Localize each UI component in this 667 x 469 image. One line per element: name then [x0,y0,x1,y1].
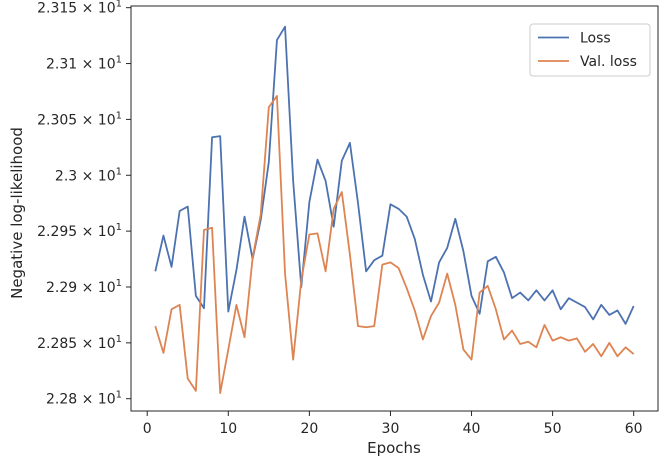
series-layer [154,25,635,395]
x-axis-label: Epochs [367,439,421,457]
x-axis: 0 10 20 30 40 50 60 [143,411,643,437]
legend-label-val-loss: Val. loss [580,54,637,70]
legend-label-loss: Loss [580,31,611,47]
y-tick-label: 2.315 × 101 [37,0,122,17]
legend: Loss Val. loss [529,23,651,77]
x-tick-label: 40 [463,421,481,437]
series-line-loss [154,25,635,325]
y-axis: 2.28 × 101 2.285 × 101 2.29 × 101 2.295 × 1… [37,0,131,408]
x-tick-label: 50 [544,421,562,437]
y-tick-label: 2.285 × 101 [37,334,122,352]
y-tick-label: 2.28 × 101 [46,390,122,408]
x-tick-label: 10 [219,421,237,437]
plot-area-frame [130,5,659,412]
y-tick-label: 2.29 × 101 [46,278,122,296]
series-line-val-loss [154,95,635,395]
y-tick-label: 2.305 × 101 [37,110,122,128]
x-tick-label: 30 [382,421,400,437]
x-tick-label: 60 [625,421,643,437]
y-tick-label: 2.31 × 101 [46,55,122,73]
x-tick-label: 20 [300,421,318,437]
x-tick-label: 0 [143,421,152,437]
y-tick-label: 2.295 × 101 [37,222,122,240]
y-tick-label: 2.3 × 101 [55,166,122,184]
y-axis-label: Negative log-likelihood [8,127,26,299]
